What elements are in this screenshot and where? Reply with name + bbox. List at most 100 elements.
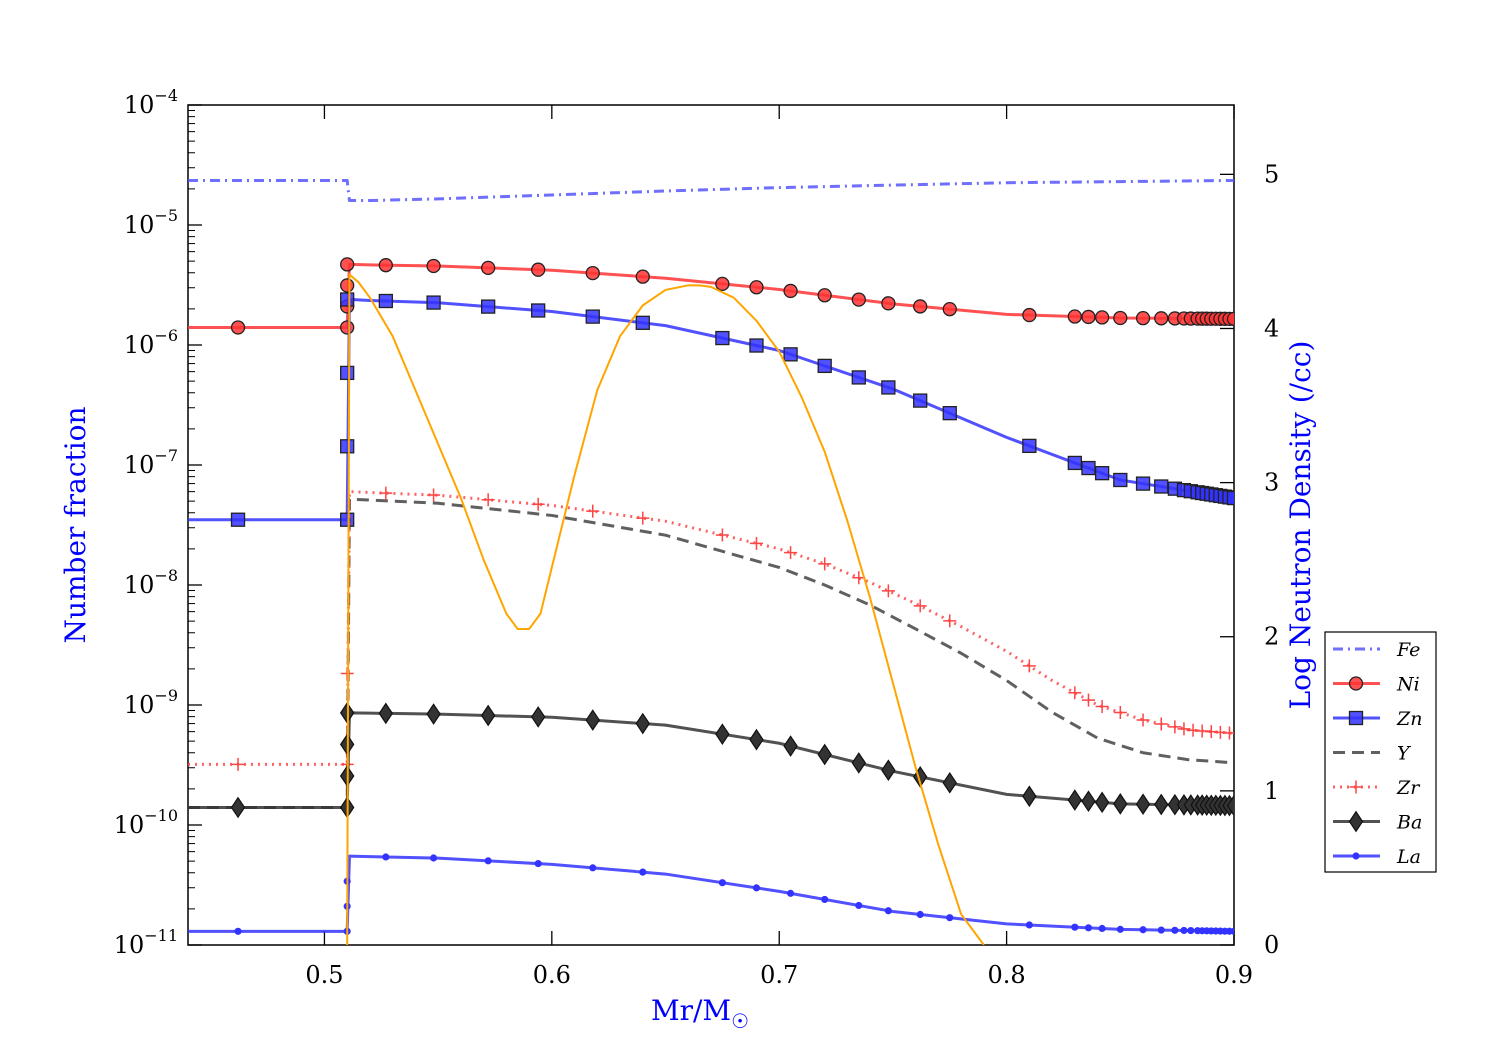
y-right-axis-ticks: 0 1 2 3 4 5 bbox=[1220, 160, 1279, 959]
y-right-tick-label: 3 bbox=[1264, 469, 1279, 497]
marker-circle bbox=[1022, 307, 1037, 323]
legend-label: Ba bbox=[1396, 812, 1422, 834]
marker-plus bbox=[1113, 705, 1127, 719]
series-line bbox=[188, 178, 1234, 203]
y-left-tick-label: 10−8 bbox=[124, 566, 178, 599]
marker-diamond bbox=[1113, 793, 1128, 815]
series-line bbox=[188, 490, 1234, 766]
marker-square bbox=[881, 380, 896, 395]
marker-diamond bbox=[1348, 810, 1364, 833]
marker-circle bbox=[1154, 311, 1169, 326]
marker-circle bbox=[715, 276, 730, 292]
marker-plus bbox=[379, 486, 393, 500]
x-axis-title-subscript: ☉ bbox=[731, 1009, 749, 1033]
legend-item-la: La bbox=[1333, 846, 1421, 868]
marker-dot bbox=[639, 868, 647, 876]
marker-square bbox=[817, 358, 832, 374]
marker-square bbox=[1094, 466, 1110, 481]
marker-plus bbox=[1068, 686, 1082, 700]
x-tick-label: 0.7 bbox=[760, 961, 798, 989]
marker-plus bbox=[1222, 726, 1234, 740]
y-left-tick-exponent: −11 bbox=[144, 926, 178, 945]
series-line bbox=[346, 273, 985, 945]
marker-dot bbox=[1171, 926, 1179, 934]
marker-plus bbox=[943, 614, 957, 628]
marker-dot bbox=[752, 884, 761, 892]
marker-circle bbox=[378, 258, 393, 273]
marker-plus bbox=[715, 528, 729, 542]
legend-item-ni: Ni bbox=[1333, 674, 1420, 696]
marker-plus bbox=[818, 557, 832, 571]
x-tick-label: 0.6 bbox=[533, 961, 571, 989]
x-axis-title: Mr/M☉ bbox=[651, 994, 749, 1033]
marker-square bbox=[715, 330, 730, 346]
marker-diamond bbox=[817, 743, 832, 766]
marker-dot bbox=[234, 927, 242, 935]
marker-square bbox=[913, 393, 928, 408]
series-layer bbox=[188, 178, 1234, 945]
marker-dot bbox=[430, 854, 438, 862]
marker-dot bbox=[1116, 925, 1124, 933]
marker-plus bbox=[1349, 780, 1363, 794]
series-fe bbox=[188, 178, 1234, 203]
marker-circle bbox=[913, 299, 928, 314]
marker-diamond bbox=[480, 704, 496, 727]
x-tick-label: 0.9 bbox=[1215, 961, 1253, 989]
marker-plus bbox=[427, 488, 441, 502]
marker-diamond bbox=[1067, 789, 1083, 811]
y-left-tick-base: 10 bbox=[124, 691, 155, 719]
marker-diamond bbox=[530, 706, 546, 728]
y-left-tick-exponent: −5 bbox=[154, 206, 178, 225]
marker-square bbox=[1081, 460, 1096, 476]
marker-circle bbox=[230, 320, 246, 335]
y-right-tick-label: 2 bbox=[1264, 623, 1279, 651]
marker-dot bbox=[884, 907, 892, 915]
marker-circle bbox=[1113, 310, 1128, 326]
plot-frame bbox=[187, 104, 1235, 946]
marker-dot bbox=[382, 853, 390, 861]
series-ni bbox=[188, 257, 1234, 335]
marker-plus bbox=[1136, 713, 1150, 727]
x-tick-label: 0.5 bbox=[305, 961, 343, 989]
y-left-tick-label: 10−5 bbox=[124, 206, 178, 239]
marker-plus bbox=[586, 504, 600, 518]
marker-dot bbox=[1187, 927, 1195, 935]
marker-dot bbox=[1180, 926, 1188, 935]
marker-diamond bbox=[378, 702, 394, 725]
y-left-tick-base: 10 bbox=[124, 331, 155, 359]
marker-dot bbox=[821, 895, 829, 903]
marker-plus bbox=[784, 546, 798, 560]
marker-square bbox=[1113, 472, 1128, 488]
marker-dot bbox=[916, 910, 924, 919]
x-axis-ticks: 0.5 0.6 0.7 0.8 0.9 bbox=[305, 105, 1253, 989]
marker-diamond bbox=[1022, 785, 1037, 808]
marker-plus bbox=[913, 599, 927, 613]
marker-circle bbox=[1081, 309, 1096, 325]
y-left-tick-exponent: −8 bbox=[154, 566, 178, 585]
marker-circle bbox=[1348, 676, 1364, 691]
marker-circle bbox=[1094, 310, 1110, 325]
marker-plus bbox=[1168, 720, 1182, 734]
y-left-tick-exponent: −7 bbox=[154, 446, 178, 465]
marker-circle bbox=[426, 258, 441, 274]
x-axis-title-main: Mr/M bbox=[651, 994, 731, 1027]
marker-circle bbox=[340, 278, 355, 293]
marker-dot bbox=[946, 914, 954, 922]
legend-item-y: Y bbox=[1333, 743, 1412, 765]
marker-plus bbox=[531, 497, 545, 511]
marker-plus bbox=[1022, 659, 1036, 673]
y-left-tick-exponent: −6 bbox=[154, 326, 178, 345]
marker-circle bbox=[942, 301, 957, 317]
marker-circle bbox=[1067, 309, 1082, 324]
legend-item-zn: Zn bbox=[1333, 708, 1422, 730]
y-right-axis-title: Log Neutron Density (/cc) bbox=[1284, 341, 1317, 710]
marker-circle bbox=[635, 269, 650, 284]
marker-diamond bbox=[1094, 791, 1110, 814]
y-right-tick-label: 4 bbox=[1264, 314, 1279, 342]
marker-diamond bbox=[1226, 794, 1234, 817]
marker-plus bbox=[636, 511, 650, 525]
marker-plus bbox=[1177, 722, 1191, 736]
series-line bbox=[188, 497, 1234, 809]
